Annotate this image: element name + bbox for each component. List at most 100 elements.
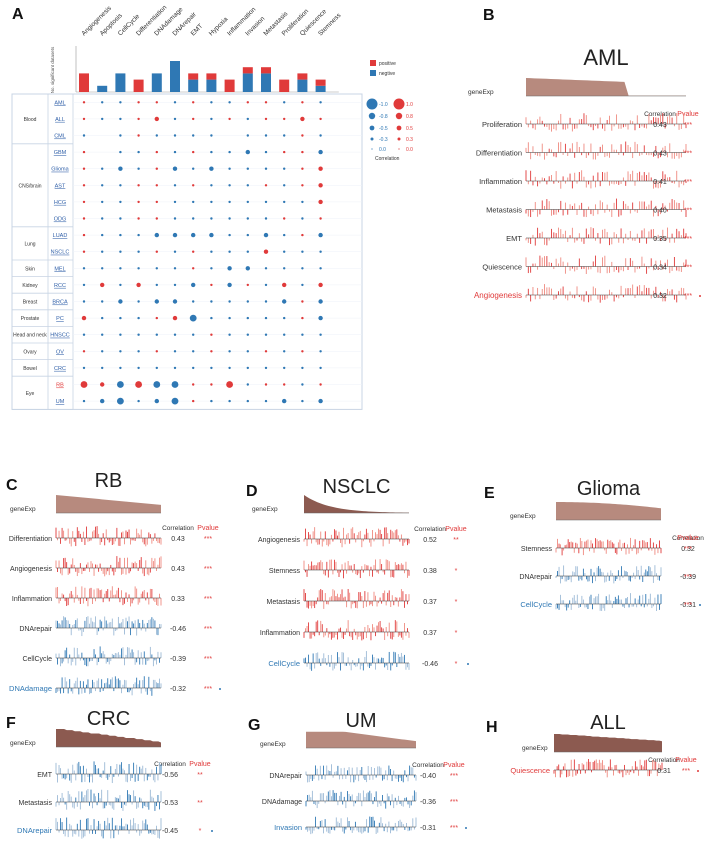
- correlation-dot: [118, 299, 123, 304]
- correlation-dot: [191, 282, 196, 288]
- highlight-marker: [697, 770, 699, 772]
- correlation-dot: [228, 399, 231, 403]
- state-label: Angiogenesis: [474, 291, 522, 300]
- correlation-header: Correlation: [648, 757, 680, 764]
- pvalue-stars: ***: [684, 151, 692, 158]
- correlation-dot: [318, 183, 323, 188]
- legend-neg-value: -1.0: [379, 102, 388, 108]
- correlation-dot: [264, 316, 268, 320]
- correlation-value: 0.37: [423, 599, 437, 606]
- cancer-label: CML: [54, 134, 66, 140]
- correlation-dot: [137, 117, 140, 121]
- panel-g: G UM geneExp Correlation Pvalue DNArepair -0.4…: [248, 710, 467, 835]
- cancer-label: ODG: [54, 217, 67, 223]
- correlation-dot: [119, 333, 122, 336]
- correlation-value: -0.36: [420, 799, 436, 806]
- correlation-value: -0.45: [162, 828, 178, 835]
- tissue-label: Breast: [23, 300, 38, 306]
- correlation-dot: [301, 267, 304, 270]
- correlation-dot: [301, 233, 304, 237]
- correlation-dot: [264, 283, 268, 287]
- state-label: EMT: [506, 234, 522, 243]
- pvalue-stars: ***: [450, 825, 458, 832]
- correlation-value: 0.43: [171, 536, 185, 543]
- correlation-value: 0.31: [657, 768, 671, 775]
- correlation-dot: [101, 233, 104, 237]
- correlation-dot: [228, 333, 231, 336]
- pvalue-stars: *: [455, 630, 458, 637]
- panel-title: Glioma: [577, 478, 641, 500]
- state-label: Inflammation: [479, 177, 522, 186]
- panel-title: CRC: [87, 708, 130, 730]
- correlation-dot: [300, 116, 305, 122]
- correlation-dot: [283, 366, 286, 370]
- bar-negative: [297, 79, 308, 92]
- correlation-dot: [155, 101, 158, 104]
- correlation-dot: [155, 184, 158, 187]
- correlation-dot: [192, 399, 195, 403]
- correlation-dot: [119, 267, 122, 270]
- correlation-dot: [137, 217, 140, 220]
- pvalue-stars: ***: [204, 686, 212, 693]
- correlation-dot: [301, 283, 304, 287]
- correlation-dot: [228, 233, 231, 237]
- correlation-dot: [155, 250, 158, 253]
- correlation-dot: [210, 200, 213, 204]
- state-label: Differentiation: [476, 149, 522, 158]
- correlation-dot: [119, 350, 122, 353]
- panel-letter: G: [248, 717, 260, 734]
- correlation-value: -0.39: [680, 574, 696, 581]
- correlation-dot: [173, 101, 177, 104]
- correlation-value: 0.33: [171, 596, 185, 603]
- correlation-value: 0.32: [681, 546, 695, 553]
- bar-positive: [261, 67, 271, 74]
- correlation-dot: [246, 283, 249, 287]
- legend-pos-dot: [395, 112, 403, 120]
- pvalue-stars: ***: [684, 236, 692, 243]
- bar-negative: [315, 85, 326, 92]
- cancer-label: UM: [56, 399, 65, 405]
- correlation-dot: [246, 101, 249, 104]
- correlation-dot: [173, 366, 177, 370]
- cancer-label: AML: [54, 100, 65, 106]
- correlation-dot: [119, 366, 122, 370]
- correlation-dot: [319, 333, 322, 336]
- correlation-dot: [192, 383, 195, 386]
- pvalue-stars: **: [453, 537, 459, 544]
- correlation-dot: [209, 232, 214, 238]
- pvalue-stars: **: [197, 800, 203, 807]
- correlation-dot: [82, 101, 86, 104]
- bar-positive: [297, 73, 308, 80]
- correlation-dot: [283, 333, 286, 336]
- correlation-dot: [82, 333, 86, 336]
- correlation-dot: [171, 381, 179, 388]
- correlation-value: 0.43: [171, 566, 185, 573]
- gene-expression-profile: [554, 734, 662, 752]
- correlation-dot: [155, 316, 158, 320]
- tissue-label: Lung: [24, 241, 35, 247]
- bar-negative: [151, 73, 162, 92]
- state-label: CellCycle: [520, 600, 552, 609]
- correlation-dot: [228, 300, 231, 303]
- correlation-dot: [192, 350, 195, 353]
- pvalue-header: Pvalue: [445, 526, 467, 533]
- cancer-label: OV: [56, 349, 64, 355]
- panel-letter: D: [246, 483, 258, 500]
- highlight-marker: [211, 830, 213, 832]
- correlation-dot: [119, 150, 122, 154]
- correlation-value: 0.43: [653, 122, 667, 129]
- correlation-dot: [228, 250, 231, 253]
- correlation-dot: [210, 333, 213, 336]
- correlation-dot: [210, 101, 213, 104]
- correlation-dot: [82, 150, 86, 154]
- correlation-dot: [283, 233, 286, 237]
- correlation-dot: [318, 166, 323, 171]
- correlation-dot: [154, 232, 159, 238]
- correlation-dot: [246, 366, 249, 370]
- highlight-marker: [219, 688, 221, 690]
- pvalue-stars: ***: [450, 799, 458, 806]
- correlation-dot: [319, 350, 322, 353]
- pvalue-header: Pvalue: [677, 535, 699, 542]
- tissue-label: Prostate: [21, 316, 40, 322]
